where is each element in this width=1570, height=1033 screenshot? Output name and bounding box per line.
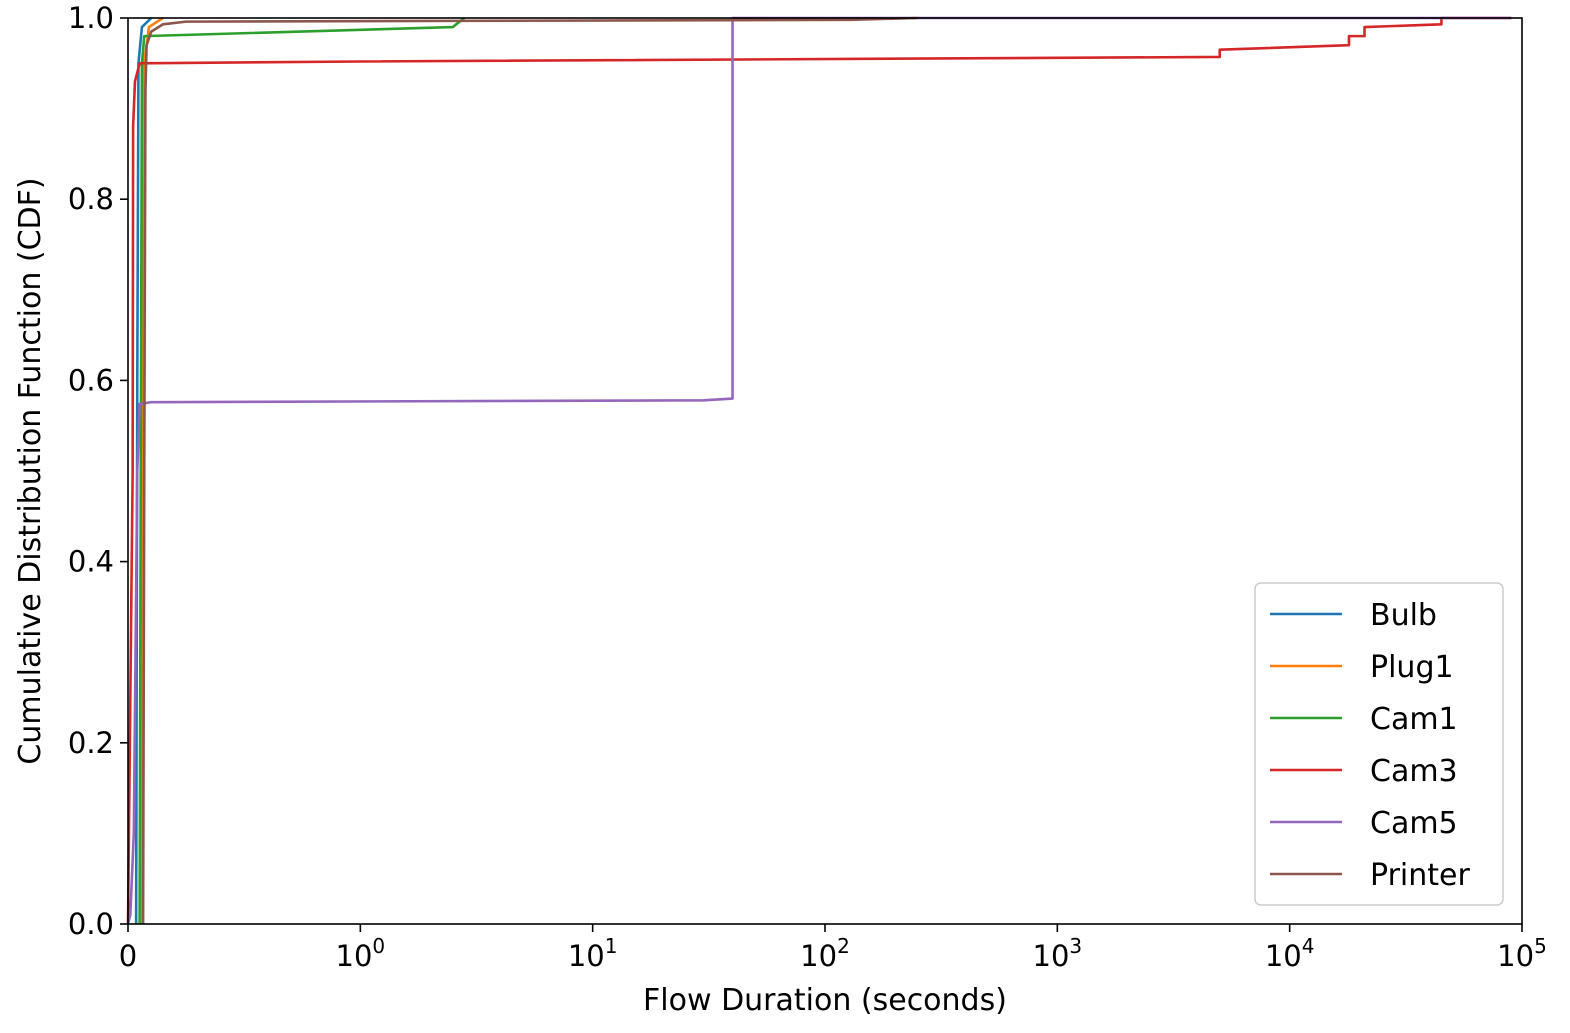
legend-label-printer: Printer bbox=[1370, 858, 1470, 893]
legend: Bulb Plug1 Cam1 Cam3 Cam5 Printer bbox=[1254, 582, 1504, 906]
legend-box bbox=[1254, 582, 1504, 906]
y-axis-label: Cumulative Distribution Function (CDF) bbox=[13, 177, 48, 764]
series-layer bbox=[126, 16, 1512, 925]
series-line-cam1 bbox=[138, 16, 466, 925]
series-line-cam3 bbox=[126, 16, 1512, 925]
series-line-printer bbox=[141, 16, 918, 925]
legend-label-plug1: Plug1 bbox=[1370, 650, 1454, 685]
x-axis-label: Flow Duration (seconds) bbox=[643, 983, 1007, 1018]
y-tick-label: 0.6 bbox=[68, 363, 114, 397]
legend-label-cam5: Cam5 bbox=[1370, 806, 1458, 841]
y-tick-label: 0.0 bbox=[68, 907, 114, 941]
x-axis: 0 100 101 102 103 104 105 bbox=[119, 924, 1547, 973]
legend-items: Bulb Plug1 Cam1 Cam3 Cam5 Printer bbox=[1270, 598, 1470, 893]
y-tick-label: 1.0 bbox=[68, 1, 114, 35]
y-tick-label: 0.4 bbox=[68, 545, 114, 579]
y-axis: 0.0 0.2 0.4 0.6 0.8 1.0 bbox=[68, 1, 128, 941]
legend-label-cam3: Cam3 bbox=[1370, 754, 1458, 789]
legend-label-bulb: Bulb bbox=[1370, 598, 1437, 633]
y-tick-label: 0.2 bbox=[68, 726, 114, 760]
legend-label-cam1: Cam1 bbox=[1370, 702, 1458, 737]
x-tick-label: 0 bbox=[119, 939, 137, 973]
y-tick-label: 0.8 bbox=[68, 182, 114, 216]
x-tick-label: 101 bbox=[568, 934, 618, 973]
